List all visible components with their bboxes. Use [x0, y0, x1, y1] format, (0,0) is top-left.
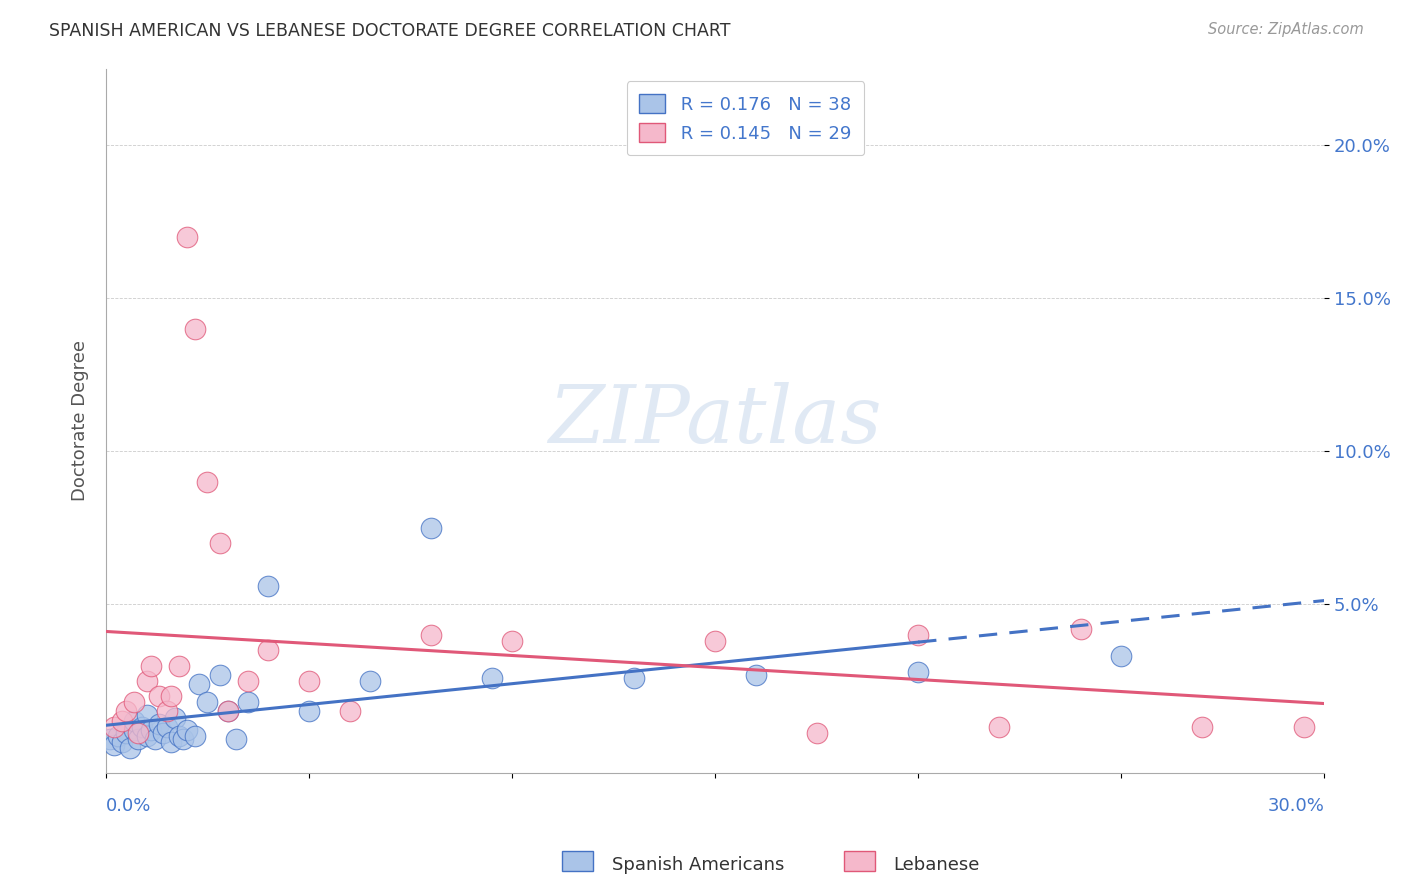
Point — [160, 689, 183, 703]
Text: Source: ZipAtlas.com: Source: ZipAtlas.com — [1208, 22, 1364, 37]
Point — [184, 729, 207, 743]
Text: 0.0%: 0.0% — [105, 797, 152, 815]
Point — [103, 720, 125, 734]
Point — [197, 695, 219, 709]
Point — [298, 673, 321, 688]
Point — [257, 579, 280, 593]
Point — [127, 731, 149, 746]
Point — [208, 667, 231, 681]
Point — [907, 628, 929, 642]
Point — [124, 714, 146, 728]
Point — [120, 741, 142, 756]
FancyBboxPatch shape — [562, 851, 593, 871]
FancyBboxPatch shape — [844, 851, 875, 871]
Point — [208, 536, 231, 550]
Point — [419, 628, 441, 642]
Point — [236, 695, 259, 709]
Point — [160, 735, 183, 749]
Point — [124, 695, 146, 709]
Point — [98, 731, 121, 746]
Point — [135, 673, 157, 688]
Point — [167, 729, 190, 743]
Point — [188, 677, 211, 691]
Legend:  R = 0.176   N = 38,  R = 0.145   N = 29: R = 0.176 N = 38, R = 0.145 N = 29 — [627, 81, 865, 155]
Text: Lebanese: Lebanese — [893, 856, 979, 874]
Text: SPANISH AMERICAN VS LEBANESE DOCTORATE DEGREE CORRELATION CHART: SPANISH AMERICAN VS LEBANESE DOCTORATE D… — [49, 22, 731, 40]
Point — [176, 230, 198, 244]
Point — [115, 705, 138, 719]
Point — [1191, 720, 1213, 734]
Point — [103, 738, 125, 752]
Point — [156, 720, 179, 734]
Y-axis label: Doctorate Degree: Doctorate Degree — [72, 340, 89, 501]
Point — [257, 643, 280, 657]
Point — [152, 726, 174, 740]
Point — [744, 667, 766, 681]
Point — [111, 735, 134, 749]
Point — [1070, 622, 1092, 636]
Point — [124, 723, 146, 737]
Point — [623, 671, 645, 685]
Point — [148, 716, 170, 731]
Point — [111, 714, 134, 728]
Text: ZIPatlas: ZIPatlas — [548, 382, 882, 459]
Point — [143, 731, 166, 746]
Point — [139, 723, 162, 737]
Point — [1109, 649, 1132, 664]
Text: Spanish Americans: Spanish Americans — [612, 856, 785, 874]
Point — [217, 705, 239, 719]
Point — [225, 731, 247, 746]
Point — [135, 729, 157, 743]
Point — [1292, 720, 1315, 734]
Point — [501, 634, 523, 648]
Point — [704, 634, 727, 648]
Point — [236, 673, 259, 688]
Point — [115, 726, 138, 740]
Point — [419, 521, 441, 535]
Point — [481, 671, 503, 685]
Point — [359, 673, 381, 688]
Point — [148, 689, 170, 703]
Point — [806, 726, 828, 740]
Point — [176, 723, 198, 737]
Point — [131, 720, 153, 734]
Point — [339, 705, 361, 719]
Point — [988, 720, 1011, 734]
Point — [197, 475, 219, 489]
Point — [163, 710, 186, 724]
Point — [907, 665, 929, 679]
Point — [172, 731, 194, 746]
Point — [135, 707, 157, 722]
Point — [139, 658, 162, 673]
Point — [156, 705, 179, 719]
Text: 30.0%: 30.0% — [1267, 797, 1324, 815]
Point — [107, 729, 129, 743]
Point — [167, 658, 190, 673]
Point — [298, 705, 321, 719]
Point — [184, 322, 207, 336]
Point — [127, 726, 149, 740]
Point — [217, 705, 239, 719]
